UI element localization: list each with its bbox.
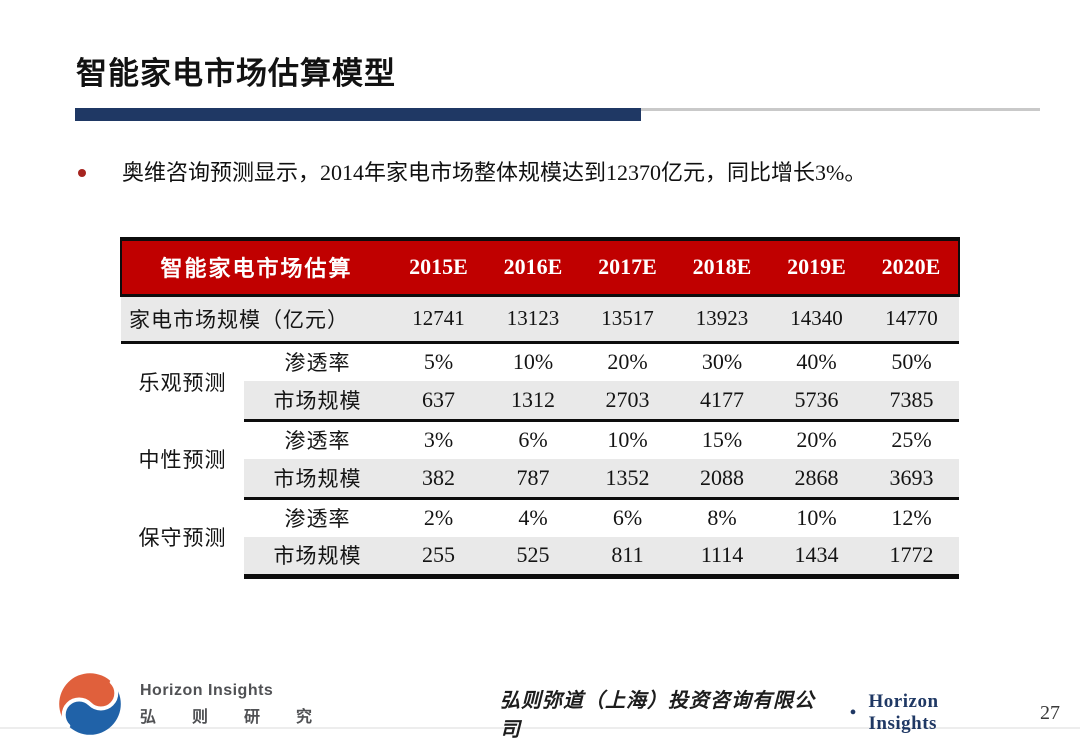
value-cell: 40% bbox=[796, 349, 837, 375]
value-cell: 20% bbox=[796, 427, 837, 453]
year-header-cell: 2019E bbox=[769, 239, 865, 297]
value-cell: 3693 bbox=[864, 459, 960, 500]
value-cell: 1772 bbox=[864, 537, 960, 579]
year-header-cell: 2015E bbox=[391, 239, 487, 297]
value-cell: 15% bbox=[701, 427, 743, 453]
metric-label: 渗透率 bbox=[284, 429, 351, 454]
footer-logo-text: Horizon Insights 弘 则 研 究 bbox=[140, 682, 328, 727]
market-size-row: 家电市场规模（亿元） 12741 13123 13517 13923 14340… bbox=[121, 295, 960, 344]
neutral-penetration-row: 中性预测 渗透率 3% 6% 10% 15% 20% 25% bbox=[121, 420, 959, 498]
metric-label: 市场规模 bbox=[244, 459, 392, 500]
year-header-cell: 2016E bbox=[486, 239, 581, 297]
value-cell: 8% bbox=[707, 505, 737, 531]
value-cell: 20% bbox=[607, 349, 648, 375]
logo-brand-cn: 弘 则 研 究 bbox=[140, 709, 329, 726]
value-cell: 2% bbox=[423, 505, 454, 531]
estimation-table: 智能家电市场估算 2015E 2016E 2017E 2018E 2019E 2… bbox=[119, 237, 961, 579]
metric-label: 渗透率 bbox=[284, 351, 351, 376]
metric-label: 渗透率 bbox=[284, 507, 351, 532]
value-cell: 5% bbox=[423, 349, 454, 375]
value-cell: 2088 bbox=[675, 459, 770, 500]
value-cell: 30% bbox=[701, 349, 743, 375]
value-cell: 25% bbox=[891, 427, 932, 453]
title-underline-bar bbox=[75, 108, 641, 121]
metric-label: 市场规模 bbox=[244, 381, 392, 422]
title-underline-extension bbox=[641, 108, 1040, 111]
bullet-text: 奥维咨询预测显示，2014年家电市场整体规模达到12370亿元，同比增长3%。 bbox=[122, 160, 867, 185]
horizon-swirl-logo-icon bbox=[59, 673, 121, 735]
neutral-market-row: 市场规模 382 787 1352 2088 2868 3693 bbox=[121, 459, 960, 500]
optimistic-market-row: 市场规模 637 1312 2703 4177 5736 7385 bbox=[121, 381, 960, 422]
value-cell: 1434 bbox=[769, 537, 865, 579]
value-cell: 4% bbox=[518, 505, 548, 531]
footer-info: 弘则弥道（上海）投资咨询有限公司 • Horizon Insights 27 bbox=[500, 690, 1060, 741]
value-cell: 10% bbox=[607, 427, 648, 453]
value-cell: 6% bbox=[612, 505, 643, 531]
footer-brand-name: Horizon Insights bbox=[868, 691, 939, 734]
value-cell: 2703 bbox=[580, 381, 676, 422]
value-cell: 2868 bbox=[769, 459, 865, 500]
value-cell: 10% bbox=[796, 505, 837, 531]
value-cell: 811 bbox=[580, 537, 676, 579]
value-cell: 12% bbox=[891, 505, 932, 531]
value-cell: 13123 bbox=[486, 295, 581, 344]
year-header-cell: 2018E bbox=[675, 239, 770, 297]
value-cell: 5736 bbox=[769, 381, 865, 422]
footer-company-name: 弘则弥道（上海）投资咨询有限公司 bbox=[500, 690, 815, 741]
value-cell: 14340 bbox=[769, 295, 865, 344]
value-cell: 1352 bbox=[580, 459, 676, 500]
value-cell: 382 bbox=[391, 459, 487, 500]
metric-label: 市场规模 bbox=[244, 537, 392, 579]
conservative-penetration-row: 保守预测 渗透率 2% 4% 6% 8% 10% 12% bbox=[121, 498, 959, 576]
conservative-market-row: 市场规模 255 525 811 1114 1434 1772 bbox=[121, 537, 960, 579]
value-cell: 1114 bbox=[675, 537, 770, 579]
table-header-row: 智能家电市场估算 2015E 2016E 2017E 2018E 2019E 2… bbox=[119, 239, 961, 297]
logo-brand-en: Horizon Insights bbox=[140, 682, 274, 699]
optimistic-penetration-row: 乐观预测 渗透率 5% 10% 20% 30% 40% 50% bbox=[121, 342, 959, 420]
scenario-label: 乐观预测 bbox=[121, 342, 244, 420]
value-cell: 3% bbox=[423, 427, 454, 453]
value-cell: 525 bbox=[486, 537, 581, 579]
footer-separator-dot: • bbox=[849, 701, 857, 724]
year-header-cell: 2020E bbox=[864, 239, 961, 297]
page-number: 27 bbox=[1040, 701, 1060, 724]
value-cell: 4177 bbox=[675, 381, 770, 422]
value-cell: 6% bbox=[518, 427, 548, 453]
value-cell: 7385 bbox=[864, 381, 960, 422]
bullet-marker-icon bbox=[78, 169, 86, 177]
value-cell: 637 bbox=[391, 381, 487, 422]
value-cell: 14770 bbox=[864, 295, 960, 344]
value-cell: 787 bbox=[486, 459, 581, 500]
table-title-cell: 智能家电市场估算 bbox=[119, 239, 392, 297]
row-label: 家电市场规模（亿元） bbox=[121, 295, 392, 344]
page-title: 智能家电市场估算模型 bbox=[76, 56, 396, 91]
year-header-cell: 2017E bbox=[580, 239, 676, 297]
value-cell: 1312 bbox=[486, 381, 581, 422]
value-cell: 13923 bbox=[675, 295, 770, 344]
footer-divider bbox=[0, 727, 1080, 729]
scenario-label: 中性预测 bbox=[121, 420, 244, 498]
value-cell: 50% bbox=[891, 349, 932, 375]
scenario-label: 保守预测 bbox=[121, 498, 244, 576]
value-cell: 13517 bbox=[580, 295, 676, 344]
value-cell: 255 bbox=[391, 537, 487, 579]
bullet-row: 奥维咨询预测显示，2014年家电市场整体规模达到12370亿元，同比增长3%。 bbox=[78, 158, 1028, 189]
value-cell: 10% bbox=[512, 349, 554, 375]
value-cell: 12741 bbox=[391, 295, 487, 344]
